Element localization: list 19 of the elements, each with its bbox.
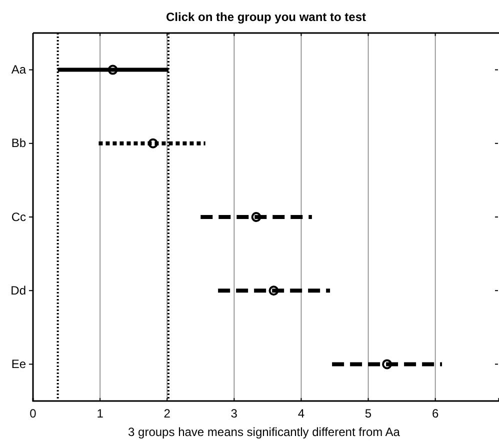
point <box>148 138 158 148</box>
x-axis-title: 3 groups have means significantly different from Aa <box>128 425 400 439</box>
point <box>382 359 392 370</box>
y-tick-label: Ee <box>11 357 26 372</box>
y-tick-label: Dd <box>10 283 26 298</box>
y-tick-label: Aa <box>11 62 26 77</box>
y-tick-label: Cc <box>11 210 26 224</box>
point <box>268 286 279 296</box>
x-tick-label: 3 <box>230 406 238 421</box>
chart-title: Click on the group you want to test <box>166 10 366 24</box>
x-tick-label: 5 <box>364 406 372 421</box>
x-tick-label: 4 <box>298 406 305 421</box>
y-tick-label: Bb <box>11 136 26 150</box>
x-tick-label: 1 <box>96 406 104 421</box>
point <box>108 64 118 75</box>
x-tick-label: 0 <box>30 406 37 421</box>
point <box>251 212 262 222</box>
x-tick-label: 2 <box>164 406 171 421</box>
x-tick-label: 6 <box>432 406 439 421</box>
